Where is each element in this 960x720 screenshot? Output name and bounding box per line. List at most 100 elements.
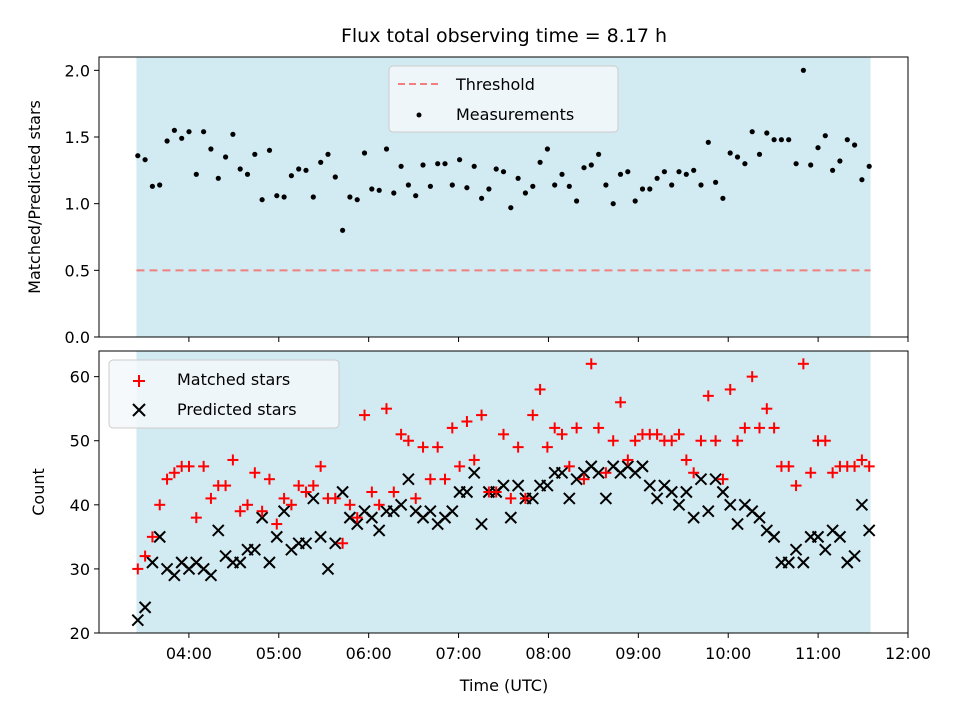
matched-point bbox=[527, 409, 539, 421]
matched-point bbox=[512, 441, 524, 453]
measurement-point bbox=[859, 177, 865, 183]
measurement-point bbox=[800, 67, 807, 73]
measurement-point bbox=[193, 171, 199, 177]
measurement-point bbox=[508, 205, 514, 211]
matched-point bbox=[695, 435, 707, 447]
bottom-x-tick-label: 11:00 bbox=[795, 644, 841, 663]
top-axes-frame bbox=[98, 56, 909, 338]
predicted-point bbox=[855, 498, 869, 512]
matched-point bbox=[600, 467, 612, 479]
measurement-point bbox=[142, 157, 148, 163]
predicted-point bbox=[731, 517, 744, 531]
matched-point bbox=[432, 441, 444, 453]
matched-point bbox=[205, 492, 217, 504]
measurement-point bbox=[654, 175, 660, 181]
legend-measurements-label: Measurements bbox=[456, 105, 574, 124]
matched-point bbox=[805, 467, 817, 479]
matched-point bbox=[256, 505, 268, 517]
measurement-point bbox=[325, 151, 331, 157]
bottom-x-tick-label: 04:00 bbox=[166, 644, 212, 663]
matched-point bbox=[827, 467, 839, 479]
matched-point bbox=[563, 460, 575, 472]
measurement-point bbox=[500, 169, 507, 175]
measurement-point bbox=[186, 129, 192, 135]
predicted-point bbox=[665, 485, 678, 499]
predicted-point bbox=[599, 492, 613, 505]
measurement-point bbox=[515, 175, 521, 181]
predicted-point bbox=[153, 530, 166, 544]
matched-point bbox=[629, 435, 641, 447]
matched-point bbox=[468, 454, 480, 466]
measurement-point bbox=[442, 161, 448, 167]
predicted-point bbox=[819, 543, 832, 556]
predicted-point bbox=[643, 479, 656, 492]
measurement-point bbox=[632, 198, 638, 204]
measurement-point bbox=[464, 185, 470, 191]
predicted-point bbox=[468, 466, 481, 479]
measurement-point bbox=[215, 175, 221, 181]
measurement-point bbox=[369, 186, 375, 192]
measurement-point bbox=[347, 194, 353, 200]
matched-point bbox=[593, 422, 605, 434]
measurement-point bbox=[588, 162, 594, 168]
predicted-point bbox=[424, 505, 437, 518]
matched-point bbox=[278, 492, 290, 504]
matched-point bbox=[790, 480, 802, 492]
matched-point bbox=[783, 460, 795, 472]
bottom-y-tick-label: 20 bbox=[70, 624, 90, 643]
matched-point bbox=[739, 422, 751, 434]
matched-point bbox=[724, 383, 736, 395]
measurement-point bbox=[361, 150, 368, 156]
predicted-point bbox=[336, 485, 349, 499]
predicted-point bbox=[270, 530, 283, 544]
measurement-point bbox=[822, 133, 828, 139]
matched-point bbox=[139, 550, 151, 562]
matched-point bbox=[402, 435, 414, 447]
matched-point bbox=[446, 422, 458, 434]
bottom-legend-box bbox=[108, 359, 340, 429]
predicted-point bbox=[687, 511, 700, 524]
matched-point bbox=[717, 473, 729, 485]
predicted-point bbox=[541, 479, 554, 492]
matched-point bbox=[710, 435, 722, 447]
matched-point bbox=[417, 441, 429, 453]
matched-point bbox=[337, 537, 349, 549]
predicted-point bbox=[811, 530, 825, 544]
predicted-points bbox=[131, 460, 876, 627]
measurement-point bbox=[566, 183, 572, 189]
predicted-point bbox=[650, 492, 664, 505]
matched-point bbox=[622, 454, 634, 466]
predicted-point bbox=[475, 517, 488, 531]
bottom-x-tick-label: 08:00 bbox=[525, 644, 571, 663]
predicted-point bbox=[709, 472, 722, 486]
matched-point bbox=[476, 409, 488, 421]
measurement-point bbox=[259, 197, 265, 203]
predicted-point bbox=[753, 511, 766, 524]
bottom-y-ticks: 20 30 40 50 60 bbox=[70, 368, 99, 643]
matched-point bbox=[373, 499, 385, 511]
measurement-point bbox=[764, 130, 770, 136]
matched-point bbox=[271, 518, 283, 530]
predicted-point bbox=[680, 485, 693, 499]
measurement-point bbox=[837, 158, 843, 164]
matched-point bbox=[439, 473, 451, 485]
measurement-point bbox=[720, 195, 726, 201]
matched-point bbox=[819, 435, 831, 447]
predicted-point bbox=[402, 472, 415, 486]
measurement-point bbox=[676, 169, 682, 175]
measurement-point bbox=[603, 182, 609, 188]
matched-point bbox=[571, 422, 583, 434]
measurement-point bbox=[179, 135, 185, 141]
measurement-point bbox=[742, 161, 748, 167]
measurement-point bbox=[201, 129, 207, 135]
top-y-tick-label: 1.0 bbox=[65, 195, 90, 214]
top-y-axis-label: Matched/Predicted stars bbox=[25, 100, 44, 294]
measurement-point bbox=[288, 173, 294, 179]
matched-point bbox=[461, 416, 473, 427]
top-x-ticks bbox=[188, 337, 909, 342]
predicted-point bbox=[263, 556, 276, 569]
measurement-point bbox=[559, 171, 565, 177]
measurement-point bbox=[449, 182, 455, 188]
measurement-point bbox=[471, 163, 477, 169]
